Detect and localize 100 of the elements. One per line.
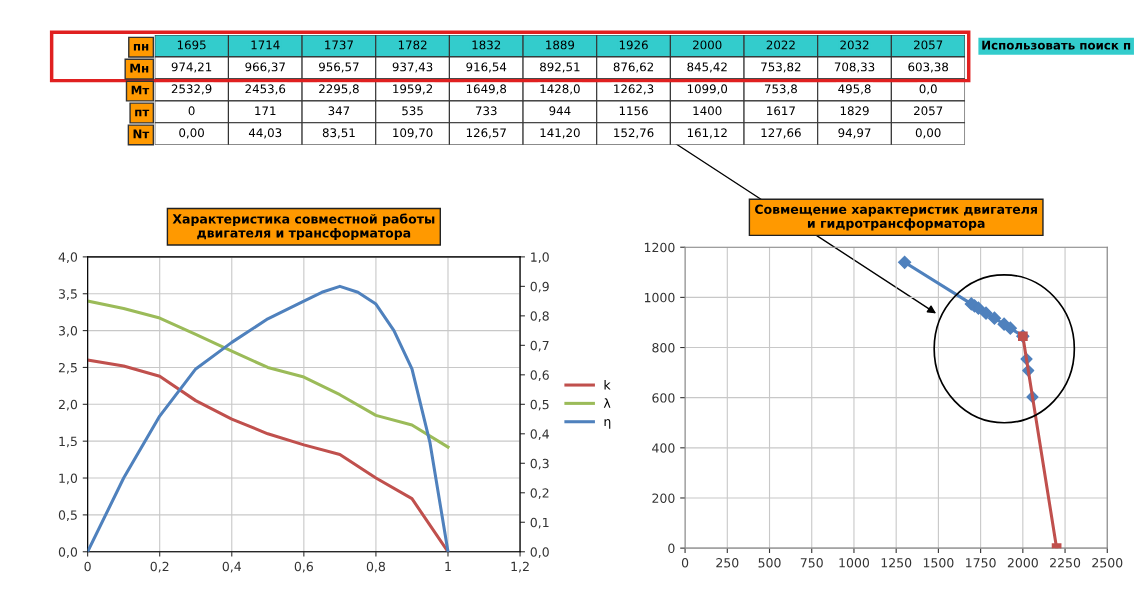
y-tick-label: 1000 xyxy=(644,292,675,303)
x-tick-label: 2500 xyxy=(1092,558,1123,568)
x-tick-label: 0,4 xyxy=(222,561,242,573)
y-tick-label: 800 xyxy=(652,343,675,353)
y-tick-label: 2,0 xyxy=(58,399,78,411)
data-label: 845,42 xyxy=(687,62,727,73)
data-label: 2022 xyxy=(766,40,795,50)
data-label: 2295,8 xyxy=(319,84,359,95)
data-label: 892,51 xyxy=(540,62,580,73)
data-label: 2000 xyxy=(693,40,722,50)
y-tick-label: Nт xyxy=(133,129,150,139)
x-tick-label: 1500 xyxy=(923,558,954,568)
data-label: 1926 xyxy=(619,40,648,50)
data-label: 1099,0 xyxy=(687,84,728,95)
x-tick-label: 0 xyxy=(84,561,91,572)
y2-tick-label: 0,1 xyxy=(530,517,549,529)
y-tick-label: 200 xyxy=(652,493,675,503)
legend-label: η xyxy=(604,419,611,429)
y-tick-label: 600 xyxy=(652,393,675,403)
y-tick-label: 2,5 xyxy=(58,362,77,374)
x-tick-label: 1750 xyxy=(966,558,996,568)
data-label: 1782 xyxy=(398,40,427,50)
x-tick-label: 750 xyxy=(800,558,823,568)
data-label: 347 xyxy=(328,106,350,116)
data-label: 0,0 xyxy=(919,84,937,95)
data-label: 2032 xyxy=(840,40,869,50)
data-label: 966,37 xyxy=(245,62,285,73)
y-tick-label: 0 xyxy=(668,543,675,554)
data-label: 733 xyxy=(475,106,497,116)
data-label: 1832 xyxy=(472,40,501,50)
data-label: 171 xyxy=(255,106,276,116)
y-tick-label: 0,0 xyxy=(58,547,78,558)
data-label: 753,8 xyxy=(764,84,797,95)
data-label: 603,38 xyxy=(908,62,949,73)
y-tick-label: 3,5 xyxy=(58,289,77,300)
data-label: 1400 xyxy=(693,106,722,116)
data-label: 1959,2 xyxy=(393,84,433,95)
y2-tick-label: 0,8 xyxy=(530,311,549,323)
data-label: 2453,6 xyxy=(245,84,286,95)
x-tick-label: 0,2 xyxy=(150,561,169,573)
data-label: 1889 xyxy=(546,40,575,50)
y2-tick-label: 0,0 xyxy=(530,547,549,558)
chart-title: Характеристика совместной работы двигателя и трансформатора xyxy=(172,213,435,241)
data-label: 535 xyxy=(402,106,423,116)
data-label: 161,12 xyxy=(687,128,727,139)
y-tick-label: 0,5 xyxy=(58,510,77,522)
data-label: 1156 xyxy=(619,106,648,116)
data-label: 2057 xyxy=(914,40,943,50)
data-label: 141,20 xyxy=(540,128,580,139)
data-label: 944 xyxy=(549,106,571,116)
y2-tick-label: 0,4 xyxy=(530,429,549,440)
y2-tick-label: 0,7 xyxy=(530,340,549,352)
data-label: 126,57 xyxy=(466,128,506,139)
y2-tick-label: 0,5 xyxy=(530,399,549,411)
data-label: 1617 xyxy=(767,106,795,116)
data-label: 876,62 xyxy=(613,62,654,73)
data-label: 937,43 xyxy=(392,62,433,73)
y-tick-label: Мт xyxy=(131,85,150,95)
x-tick-label: 1 xyxy=(445,561,451,571)
data-label: 1714 xyxy=(251,40,280,50)
data-label: 1649,8 xyxy=(466,84,507,95)
data-label: 127,66 xyxy=(761,128,801,139)
x-tick-label: 1000 xyxy=(839,558,870,568)
legend-label: k xyxy=(604,379,611,390)
x-tick-label: 0 xyxy=(681,558,689,568)
y-tick-label: 3,0 xyxy=(58,326,78,337)
data-label: 109,70 xyxy=(393,128,433,139)
data-label: 83,51 xyxy=(322,128,355,139)
data-label: 0,00 xyxy=(179,128,204,139)
data-label: 1695 xyxy=(177,40,206,50)
y2-tick-label: 0,2 xyxy=(530,488,549,499)
x-tick-label: 500 xyxy=(758,558,781,568)
data-label: 2057 xyxy=(914,106,943,116)
x-tick-label: 250 xyxy=(716,558,739,568)
text: Использовать поиск п xyxy=(982,40,1131,50)
y-tick-label: Мн xyxy=(130,63,149,73)
data-label: 1428,0 xyxy=(540,84,580,95)
data-label: 94,97 xyxy=(838,128,871,139)
x-tick-label: 1,2 xyxy=(511,561,529,573)
data-label: 956,57 xyxy=(319,62,359,73)
x-tick-label: 2000 xyxy=(1007,558,1038,568)
y2-tick-label: 0,3 xyxy=(530,458,549,470)
data-label: 152,76 xyxy=(614,128,654,139)
data-label: 2532,9 xyxy=(171,84,212,95)
data-label: 753,82 xyxy=(761,62,801,73)
x-tick-label: 0,6 xyxy=(294,561,313,573)
data-label: 708,33 xyxy=(834,62,875,73)
data-label: 495,8 xyxy=(838,84,871,95)
data-label: 916,54 xyxy=(466,62,507,73)
y-tick-label: 400 xyxy=(652,443,675,453)
data-label: 1829 xyxy=(840,106,869,116)
y2-tick-label: 0,9 xyxy=(530,281,549,293)
x-tick-label: 0,8 xyxy=(366,561,385,573)
y-tick-label: 4,0 xyxy=(58,252,78,264)
data-label: 1737 xyxy=(325,40,353,50)
data-label: 44,03 xyxy=(248,128,282,139)
legend-label: λ xyxy=(603,398,611,408)
y-tick-label: пн xyxy=(133,43,149,51)
data-label: 974,21 xyxy=(171,62,212,73)
data-label: 0 xyxy=(188,106,195,116)
